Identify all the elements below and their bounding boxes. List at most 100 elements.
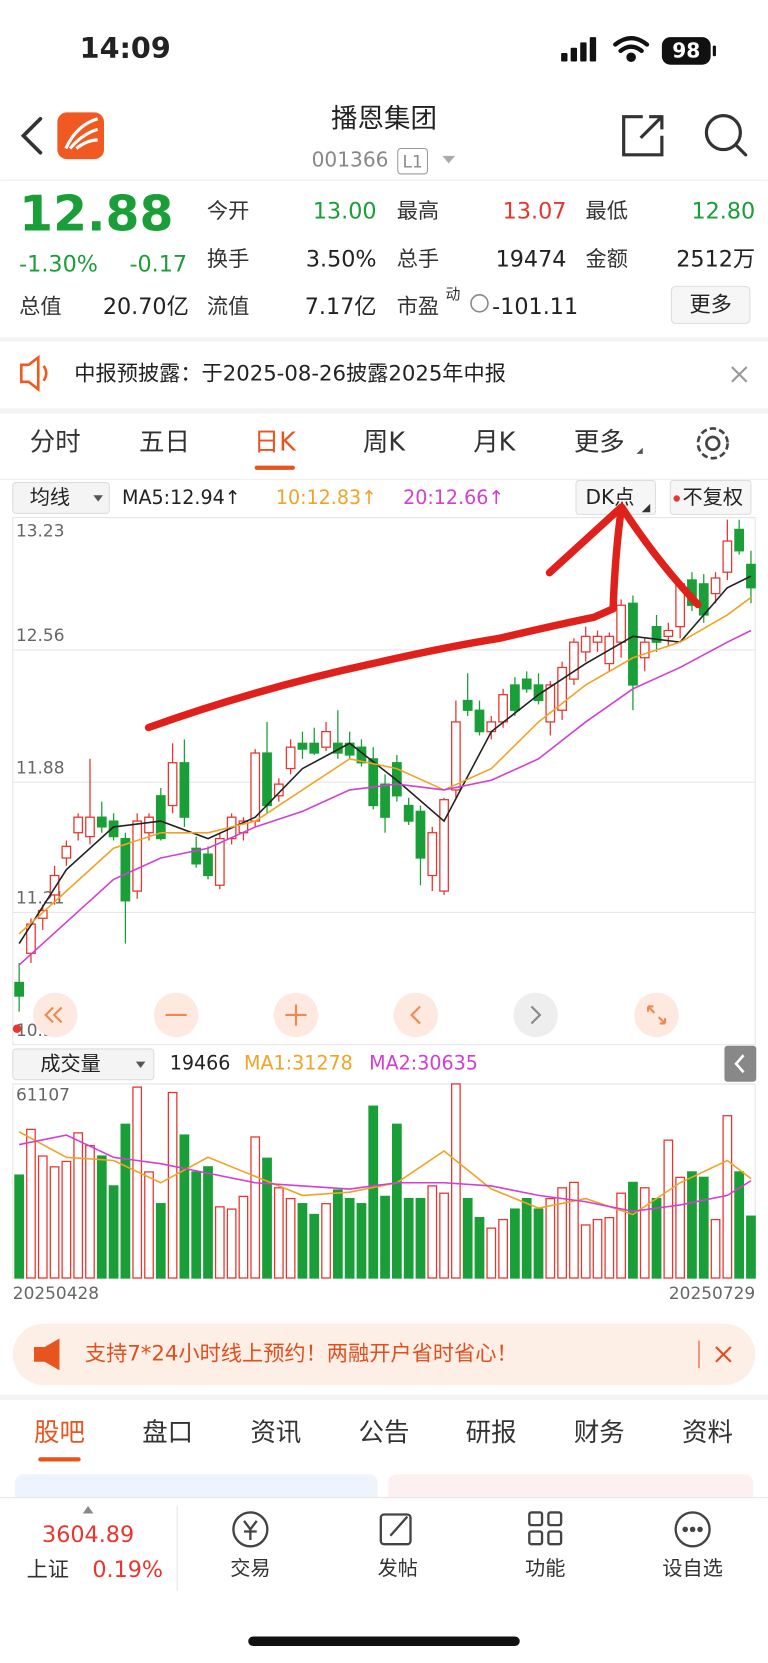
volume-bar [663, 1139, 674, 1279]
candle-body [203, 853, 213, 877]
volume-bar [451, 1083, 461, 1279]
status-time: 14:09 [80, 31, 171, 65]
volume-bar [96, 1155, 107, 1279]
volume-bar [73, 1132, 84, 1279]
candle-body [474, 709, 485, 733]
candle-body [380, 783, 390, 818]
volume-select[interactable] [12, 1048, 155, 1081]
quote-label: 流值 [207, 295, 249, 320]
nav-icons [232, 1511, 711, 1548]
volume-bar [321, 1203, 331, 1279]
period-tab[interactable]: 更多 [574, 427, 625, 457]
volume-bar [415, 1197, 426, 1279]
period-tab[interactable]: 五日 [139, 427, 190, 457]
icon [285, 1004, 307, 1026]
more-text: 更多 [689, 292, 731, 317]
content-tab[interactable]: 资讯 [250, 1418, 301, 1448]
indicator-select[interactable] [12, 482, 110, 514]
candle-body [49, 874, 60, 896]
search-button[interactable] [704, 114, 748, 157]
more-button[interactable] [670, 285, 751, 325]
code-dropdown[interactable] [442, 155, 456, 164]
content-tab[interactable]: 资料 [682, 1418, 733, 1448]
nav-item[interactable]: 设自选 [662, 1556, 722, 1580]
info-icon[interactable] [470, 294, 489, 313]
notice-close[interactable] [731, 366, 748, 383]
candle-body [120, 837, 131, 902]
level-badge [397, 147, 429, 175]
candle-body [285, 746, 296, 770]
side-toggle[interactable] [724, 1045, 757, 1082]
period-tab[interactable]: 分时 [30, 427, 81, 457]
candle-body [592, 635, 603, 643]
candle-body [569, 641, 579, 680]
period-tabs: 分时 五日 日K 周K 月K 更多 [30, 427, 625, 457]
nav-item[interactable]: 功能 [525, 1556, 565, 1580]
content-tab[interactable]: 股吧 [34, 1418, 85, 1448]
period-tab[interactable]: 周K [363, 427, 406, 457]
volume-bar [474, 1217, 485, 1279]
volume-bar [49, 1166, 60, 1279]
candle-body [14, 981, 25, 997]
share-button[interactable] [622, 115, 664, 157]
volume-bar [14, 1174, 25, 1279]
candle-body [462, 699, 473, 711]
candle-body [191, 847, 202, 865]
quote-value: -101.11 [492, 294, 578, 320]
candle-body [734, 528, 745, 552]
volume-bar [285, 1197, 296, 1279]
home-indicator [248, 1636, 520, 1647]
battery-cap [712, 45, 716, 57]
settings-button[interactable] [696, 427, 729, 460]
volume-bar [26, 1128, 36, 1279]
logo-mark [64, 117, 99, 150]
icon [44, 1006, 63, 1024]
stock-code: 001366 [312, 148, 389, 172]
scroll-left[interactable] [393, 992, 439, 1038]
scroll-right[interactable] [513, 992, 558, 1038]
volume-bar [580, 1224, 591, 1279]
volume-bar [356, 1203, 367, 1279]
nav-item[interactable]: 发帖 [378, 1556, 418, 1580]
icon [530, 1005, 542, 1025]
content-tab[interactable]: 财务 [574, 1418, 625, 1448]
quote-label: 最高 [397, 199, 439, 224]
quote-label: 换手 [207, 247, 249, 272]
candle-body [746, 563, 756, 589]
volume-bar [108, 1185, 119, 1279]
period-tab[interactable]: 日K [254, 427, 297, 457]
volume-bar [698, 1176, 709, 1279]
candle-body [415, 810, 426, 859]
volume-bar [226, 1208, 237, 1279]
volume-bar [687, 1171, 697, 1279]
content-tab[interactable]: 公告 [359, 1418, 410, 1448]
quote-value: 3.50% [306, 246, 377, 272]
nav-item[interactable]: 交易 [230, 1556, 270, 1580]
separator [0, 337, 768, 342]
promo-banner[interactable] [12, 1323, 756, 1386]
battery [661, 37, 711, 65]
candle-body [85, 816, 95, 838]
fullscreen[interactable] [634, 992, 679, 1038]
banner-close[interactable] [715, 1346, 732, 1363]
quote-label: 今开 [207, 199, 249, 224]
candle-body [580, 635, 591, 653]
back-button[interactable] [20, 116, 43, 155]
volume-bar [380, 1195, 390, 1279]
candle-body [391, 762, 402, 797]
volume-bar [273, 1187, 284, 1279]
volume-bar [120, 1123, 131, 1279]
ma-line [19, 1134, 752, 1213]
content-tab[interactable]: 盘口 [142, 1418, 193, 1448]
volume-bar [439, 1192, 449, 1279]
quote-label: 最低 [586, 199, 628, 224]
period-tab[interactable]: 月K [473, 427, 516, 457]
megaphone-icon [34, 1338, 60, 1371]
volume-bar [144, 1171, 154, 1279]
adjust-button[interactable] [669, 479, 752, 515]
candle-body [297, 742, 308, 750]
content-tab[interactable]: 研报 [466, 1418, 517, 1448]
quote-value: 13.00 [313, 199, 377, 225]
more-caret [636, 447, 643, 454]
